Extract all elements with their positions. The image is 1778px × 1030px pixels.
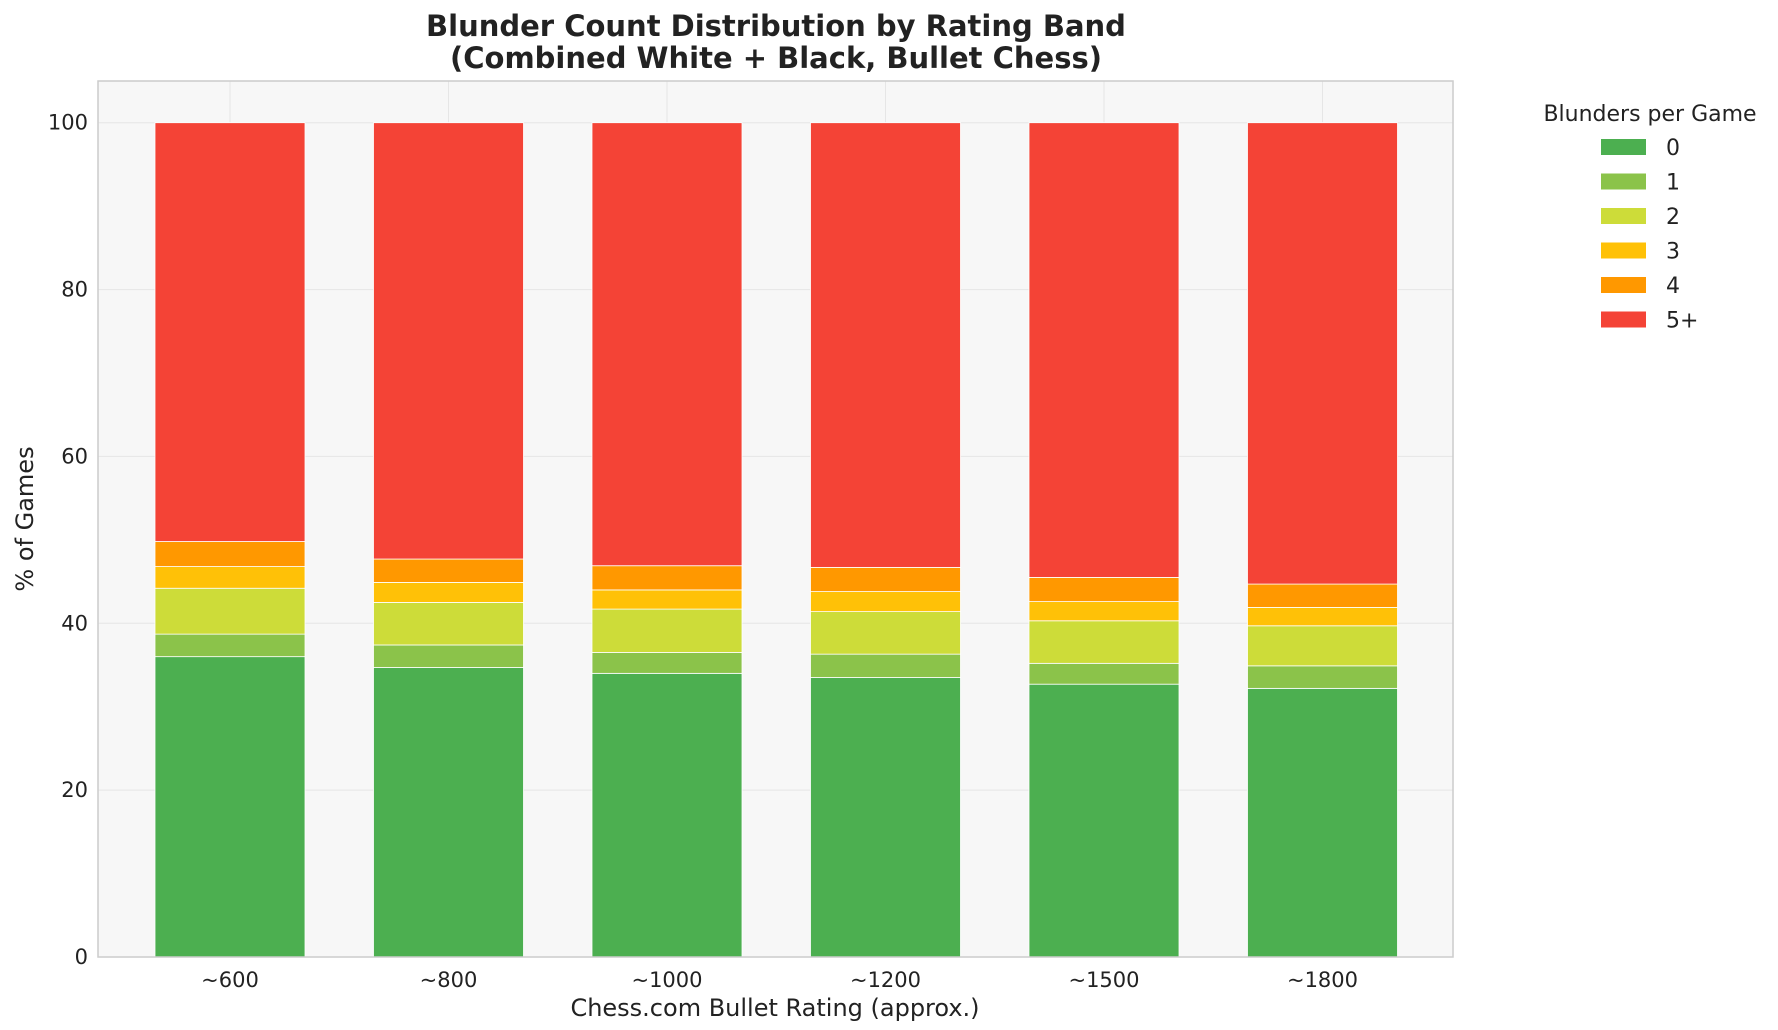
legend: Blunders per Game 0 1 2 3 4 5+ [1543,102,1756,334]
legend-swatch [1601,242,1646,259]
legend-swatch [1601,311,1646,328]
legend-label: 4 [1666,274,1680,299]
bar-stack [373,122,524,958]
legend-label: 3 [1666,240,1680,265]
bar-stack [154,122,306,958]
bar-segment [591,589,743,610]
bar-segment [810,122,961,568]
bar-segment [154,587,306,635]
legend-items: 0 1 2 3 4 5+ [1601,136,1698,334]
legend-swatch [1601,173,1646,190]
legend-item: 3 [1601,240,1680,265]
bar-segment [810,677,961,958]
bar-stacks [154,122,1398,958]
bar-segment [373,667,524,958]
x-axis-ticks: ~600 ~800 ~1000 ~1200 ~1500 ~1800 [201,968,1358,992]
bar-segment [1247,687,1398,958]
legend-swatch [1601,208,1646,224]
plot-frame [97,80,1454,958]
bar-stack [810,122,961,958]
x-tick-label: ~1200 [850,968,921,992]
legend-label: 5+ [1666,309,1698,334]
legend-title: Blunders per Game [1543,102,1756,127]
y-tick-label: 0 [75,945,88,969]
legend-swatch [1601,277,1646,293]
bar-segment [1028,601,1180,622]
y-axis-ticks: 0 20 40 60 80 100 [48,111,88,969]
bar-segment [810,611,961,655]
bar-segment [373,644,524,668]
bar-segment [1247,625,1398,667]
x-axis-label: Chess.com Bullet Rating (approx.) [570,994,979,1022]
bar-stack [1028,122,1180,958]
x-tick-label: ~800 [420,968,478,992]
y-axis-label: % of Games [11,446,39,591]
bar-segment [810,653,961,678]
bar-segment [154,122,306,542]
legend-label: 0 [1666,136,1680,161]
legend-item: 5+ [1601,309,1698,334]
bar-segment [1028,662,1180,685]
x-tick-label: ~1000 [631,968,702,992]
y-tick-label: 60 [61,444,88,468]
legend-label: 2 [1666,205,1680,230]
bar-segment [1247,607,1398,627]
legend-label: 1 [1666,171,1680,196]
bar-segment [373,582,524,603]
legend-item: 2 [1601,205,1680,230]
x-tick-label: ~1800 [1287,968,1358,992]
bar-segment [1247,665,1398,689]
bar-segment [154,656,306,958]
y-tick-label: 100 [48,111,88,135]
bar-segment [154,566,306,589]
bar-segment [154,541,306,567]
bar-segment [591,122,743,567]
bar-segment [1028,577,1180,602]
bar-segment [373,122,524,560]
bar-segment [591,608,743,653]
legend-swatch [1601,139,1646,155]
bar-segment [810,566,961,592]
y-tick-label: 20 [61,778,88,802]
legend-item: 1 [1601,171,1680,196]
bar-segment [591,565,743,591]
bar-stack [1247,122,1398,958]
bar-segment [591,672,743,958]
x-tick-label: ~600 [201,968,259,992]
y-tick-label: 40 [61,611,88,635]
bar-segment [810,591,961,613]
legend-item: 0 [1601,136,1680,161]
bar-stack [591,122,743,958]
x-tick-label: ~1500 [1068,968,1139,992]
bar-segment [1247,583,1398,608]
bar-segment [1028,122,1180,578]
bar-segment [373,558,524,583]
legend-item: 4 [1601,274,1680,299]
bar-segment [591,652,743,674]
y-tick-label: 80 [61,278,88,302]
bar-segment [1028,620,1180,664]
bar-segment [1028,683,1180,958]
plot-area [98,81,1453,957]
chart-title-line-2: (Combined White + Black, Bullet Chess) [450,41,1102,75]
bar-segment [1247,122,1398,585]
bar-segment [373,602,524,646]
chart-title-line-1: Blunder Count Distribution by Rating Ban… [426,9,1126,43]
bar-segment [154,633,306,658]
